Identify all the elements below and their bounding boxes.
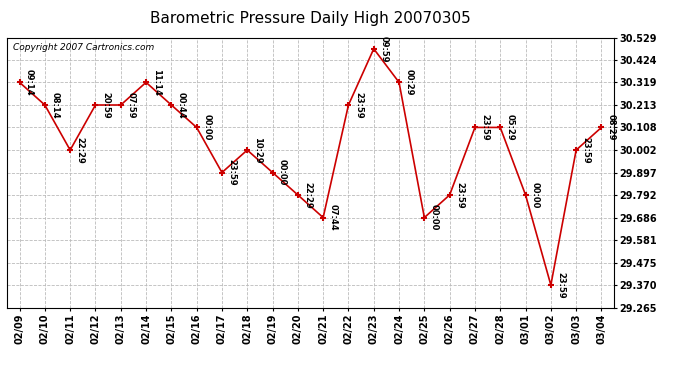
Text: 08:29: 08:29 — [607, 114, 616, 141]
Text: 07:59: 07:59 — [126, 92, 135, 118]
Text: 00:00: 00:00 — [430, 204, 439, 231]
Text: 23:59: 23:59 — [354, 92, 363, 118]
Text: 23:59: 23:59 — [582, 137, 591, 164]
Text: 09:14: 09:14 — [25, 69, 34, 96]
Text: 10:29: 10:29 — [253, 137, 262, 164]
Text: 00:29: 00:29 — [404, 69, 413, 96]
Text: 22:29: 22:29 — [304, 182, 313, 208]
Text: 20:59: 20:59 — [101, 92, 110, 118]
Text: 09:59: 09:59 — [380, 36, 388, 62]
Text: 00:44: 00:44 — [177, 92, 186, 118]
Text: 05:29: 05:29 — [506, 114, 515, 141]
Text: 08:14: 08:14 — [50, 92, 59, 118]
Text: 22:29: 22:29 — [76, 137, 85, 164]
Text: 07:44: 07:44 — [328, 204, 337, 231]
Text: Barometric Pressure Daily High 20070305: Barometric Pressure Daily High 20070305 — [150, 11, 471, 26]
Text: 00:00: 00:00 — [202, 114, 211, 141]
Text: 23:59: 23:59 — [556, 272, 565, 298]
Text: 11:14: 11:14 — [152, 69, 161, 96]
Text: 00:00: 00:00 — [531, 182, 540, 208]
Text: 00:00: 00:00 — [278, 159, 287, 186]
Text: Copyright 2007 Cartronics.com: Copyright 2007 Cartronics.com — [13, 43, 155, 52]
Text: 23:59: 23:59 — [228, 159, 237, 186]
Text: 23:59: 23:59 — [455, 182, 464, 208]
Text: 23:59: 23:59 — [480, 114, 489, 141]
